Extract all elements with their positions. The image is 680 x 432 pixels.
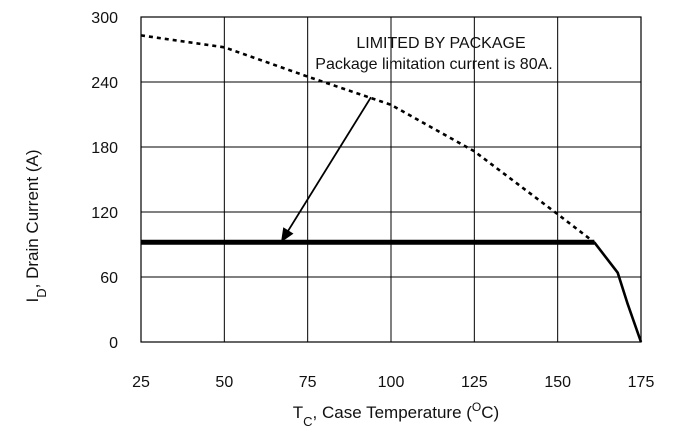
x-tick-label: 150 bbox=[544, 374, 571, 391]
y-tick-label: 240 bbox=[91, 75, 118, 92]
x-axis-title-sub: C bbox=[303, 414, 312, 429]
x-axis-title-rest: , Case Temperature ( bbox=[313, 403, 473, 422]
x-axis-title: TC, Case Temperature (OC) bbox=[293, 400, 499, 429]
annotations: LIMITED BY PACKAGE Package limitation cur… bbox=[280, 35, 553, 243]
x-axis-title-sup: O bbox=[472, 400, 481, 414]
series bbox=[140, 34, 643, 343]
derating-curve bbox=[593, 241, 643, 343]
x-tick-label: 175 bbox=[628, 374, 655, 391]
y-tick-label: 60 bbox=[100, 270, 118, 287]
y-axis-title: ID, Drain Current (A) bbox=[23, 150, 49, 303]
x-tick-label: 125 bbox=[461, 374, 488, 391]
annotation-note: Package limitation current is 80A. bbox=[315, 56, 552, 73]
y-axis-title-main: I bbox=[23, 298, 42, 303]
x-tick-label: 75 bbox=[299, 374, 317, 391]
annotation-arrow-head bbox=[281, 227, 294, 243]
annotation-title: LIMITED BY PACKAGE bbox=[356, 35, 525, 52]
x-axis-title-main: T bbox=[293, 403, 303, 422]
y-tick-labels: 0 60 120 180 240 300 bbox=[91, 10, 118, 352]
y-tick-label: 120 bbox=[91, 205, 118, 222]
x-tick-label: 50 bbox=[215, 374, 233, 391]
y-tick-label: 300 bbox=[91, 10, 118, 27]
plot-frame bbox=[140, 16, 642, 343]
x-axis-title-close: ) bbox=[494, 403, 500, 422]
y-tick-label: 0 bbox=[109, 335, 118, 352]
x-axis-title-unit: C bbox=[481, 403, 493, 422]
x-tick-label: 100 bbox=[378, 374, 405, 391]
y-tick-label: 180 bbox=[91, 140, 118, 157]
plot-border bbox=[140, 16, 642, 343]
x-tick-labels: 25 50 75 100 125 150 175 bbox=[132, 374, 654, 391]
annotation-arrow-shaft bbox=[280, 96, 372, 243]
x-tick-label: 25 bbox=[132, 374, 150, 391]
y-axis-title-rest: , Drain Current (A) bbox=[23, 150, 42, 289]
y-axis-title-sub: D bbox=[34, 288, 49, 297]
